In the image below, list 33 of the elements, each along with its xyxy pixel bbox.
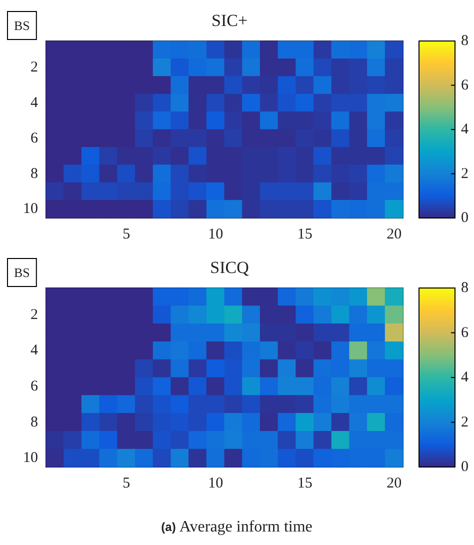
color-bar-label: 0 [461, 459, 468, 475]
y-tick-label: 4 [30, 342, 38, 359]
y-tick-label: 10 [23, 450, 38, 466]
x-tick-label: 10 [208, 476, 224, 492]
x-tick-label: 5 [122, 226, 130, 242]
color-bar-label: 4 [461, 370, 469, 386]
color-bar-label: 4 [461, 122, 469, 138]
chart-title: SICQ [210, 258, 249, 277]
text: BS [14, 265, 30, 280]
color-bar-label: 6 [461, 77, 469, 94]
chart-title: SIC+ [211, 11, 248, 30]
color-bar-label: 2 [461, 414, 468, 430]
color-bar-label: 8 [461, 33, 468, 49]
color-bar-label: 0 [461, 210, 468, 226]
x-tick-label: 10 [208, 226, 224, 242]
color-bar-label: 2 [461, 166, 468, 182]
color-bar-label: 6 [461, 324, 469, 341]
text: BS [14, 18, 30, 33]
x-tick-label: 20 [386, 226, 402, 242]
x-tick-label: 5 [122, 476, 130, 492]
x-tick-label: 15 [297, 476, 312, 492]
y-tick-label: 6 [30, 130, 38, 146]
text: (a) Average inform time [161, 518, 312, 536]
y-tick-label: 6 [30, 378, 38, 394]
y-tick-label: 10 [23, 201, 38, 218]
y-tick-label: 2 [30, 60, 38, 76]
y-tick-label: 8 [30, 166, 38, 182]
x-tick-label: 20 [386, 476, 402, 492]
x-tick-label: 15 [297, 226, 312, 242]
y-tick-label: 8 [30, 414, 38, 430]
y-tick-label: 4 [30, 94, 38, 111]
y-tick-label: 2 [30, 306, 38, 323]
color-bar-label: 8 [461, 280, 468, 296]
